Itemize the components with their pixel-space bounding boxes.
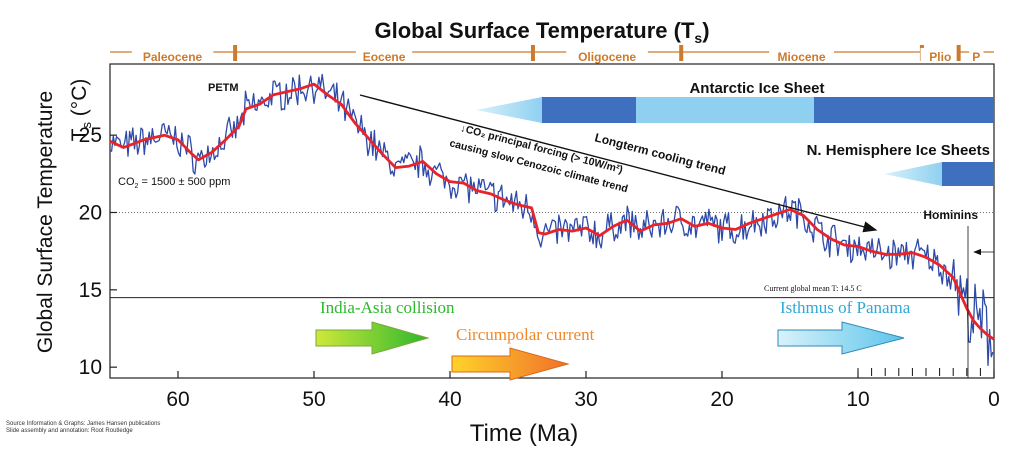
india-asia-label: India-Asia collision — [320, 298, 455, 317]
y-tick-label: 10 — [79, 356, 102, 379]
y-tick-label: 15 — [79, 279, 102, 302]
antarctic-ice-sheet-bar — [476, 97, 994, 123]
x-tick-label: 50 — [302, 388, 325, 411]
x-tick-label: 10 — [846, 388, 869, 411]
source-note: Source Information & Graphs: James Hanse… — [6, 421, 160, 435]
epoch-label-bg — [355, 48, 413, 64]
epoch-label: Oligocene — [578, 50, 636, 64]
india-asia-arrow — [315, 321, 430, 355]
source-line-2: Slide assembly and annotation: Root Rout… — [6, 428, 133, 434]
x-tick-label: 0 — [988, 388, 1000, 411]
isthmus-label: Isthmus of Panama — [780, 298, 911, 317]
y-axis-label: Global Surface Temperature — [34, 91, 57, 353]
n-hemisphere-ice-sheet-bar — [884, 162, 994, 186]
epoch-boundary — [233, 45, 238, 61]
x-tick-label: 30 — [574, 388, 597, 411]
x-tick-label: 20 — [710, 388, 733, 411]
circumpolar-arrow — [451, 347, 570, 381]
smoothed-temperature-series — [109, 82, 995, 341]
epoch-boundary — [530, 45, 535, 61]
epoch-label: Paleocene — [143, 50, 203, 64]
epoch-boundary — [956, 45, 961, 61]
y-tick-label: 20 — [79, 201, 102, 224]
epoch-label-bg — [131, 48, 214, 64]
epoch-label: Eocene — [363, 50, 406, 64]
x-axis: 60 50 40 30 20 10 0 — [166, 371, 1000, 411]
circumpolar-label: Circumpolar current — [456, 325, 595, 344]
y-axis-unit: Ts (°C) — [68, 79, 94, 142]
x-tick-label: 40 — [438, 388, 461, 411]
epoch-label: Plio — [929, 50, 951, 64]
y-axis: 10 15 20 25 — [79, 124, 117, 379]
epoch-label-bg — [969, 48, 984, 64]
epoch-label-bg — [566, 48, 648, 64]
x-axis-label: Time (Ma) — [470, 420, 578, 447]
epoch-label: P — [972, 50, 980, 64]
antarctic-label: Antarctic Ice Sheet — [689, 80, 824, 97]
minor-ticks — [857, 368, 995, 376]
chart-title: Global Surface Temperature (Ts) — [374, 18, 709, 46]
source-line-1: Source Information & Graphs: James Hanse… — [6, 421, 161, 427]
y-tick-label: 25 — [79, 124, 102, 147]
plot-frame — [109, 63, 995, 379]
epoch-label-bg — [769, 48, 834, 64]
x-tick-label: 60 — [166, 388, 189, 411]
hominins-label: Hominins — [923, 208, 978, 222]
isthmus-arrow — [777, 321, 905, 355]
petm-label: PETM — [208, 82, 239, 94]
longterm-cooling-arrow — [359, 94, 878, 233]
epoch-boundary — [679, 45, 684, 61]
n-hemisphere-label: N. Hemisphere Ice Sheets — [807, 142, 990, 159]
epoch-bar: Paleocene Eocene Oligocene Miocene Plio P — [110, 45, 994, 64]
co2-label: CO2 = 1500 ± 500 ppm — [118, 176, 230, 190]
epoch-label-bg — [920, 48, 961, 64]
epoch-label: Miocene — [778, 50, 826, 64]
raw-temperature-series — [109, 73, 994, 367]
current-mean-label: Current global mean T: 14.5 C — [764, 284, 862, 293]
